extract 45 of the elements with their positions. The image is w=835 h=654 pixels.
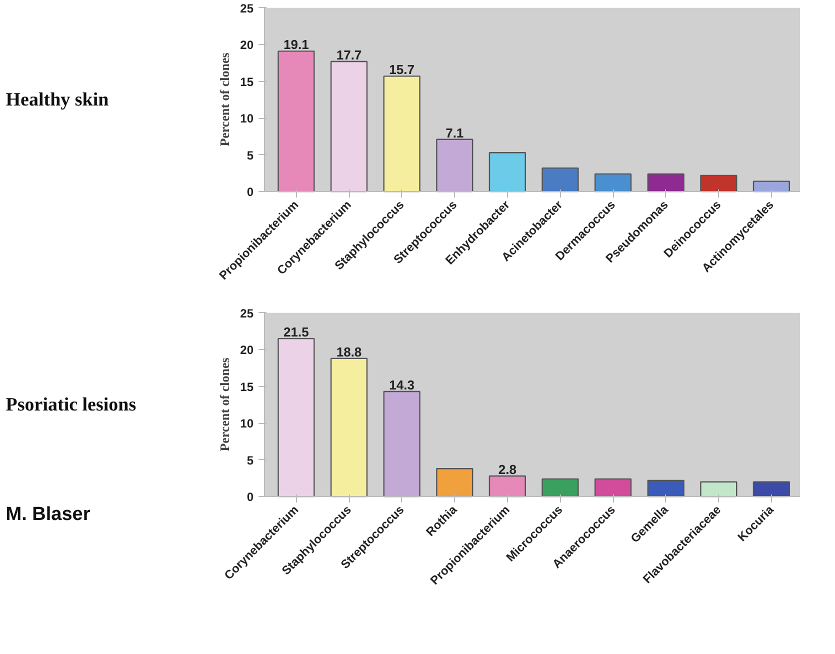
bar — [330, 358, 368, 498]
y-tick-label: 0 — [246, 185, 254, 200]
y-tick-label: 5 — [246, 148, 254, 162]
data-label: 15.7 — [389, 62, 414, 78]
y-tick-label: 20 — [240, 343, 254, 358]
data-label: 19.1 — [284, 37, 309, 52]
text: M. Blaser — [6, 504, 91, 525]
bar — [383, 390, 420, 498]
data-label: 2.8 — [498, 462, 516, 478]
y-tick-label: 25 — [240, 1, 254, 16]
bar — [436, 468, 474, 498]
bar — [278, 338, 315, 498]
bar — [488, 152, 526, 192]
bar — [542, 167, 579, 192]
y-tick-label: 10 — [240, 416, 254, 431]
y-tick-label: 5 — [246, 453, 254, 468]
bar — [594, 478, 632, 498]
y-tick-label: 15 — [240, 380, 254, 394]
data-label: 14.3 — [389, 377, 414, 392]
bar — [752, 481, 790, 498]
data-label: 7.1 — [446, 125, 464, 140]
bar — [436, 138, 474, 192]
bar — [278, 50, 315, 192]
data-label: 18.8 — [336, 344, 362, 360]
bar — [700, 174, 738, 192]
text: Psoriatic lesions — [6, 394, 136, 416]
bar — [700, 481, 738, 498]
bar — [383, 76, 420, 192]
y-tick-label: 15 — [240, 74, 254, 89]
y-tick-label: 0 — [246, 490, 254, 504]
bar — [330, 60, 368, 192]
y-tick-label: 10 — [240, 112, 254, 126]
data-label: 21.5 — [284, 324, 309, 340]
y-tick-label: 20 — [240, 38, 254, 52]
bar — [647, 173, 684, 192]
bar — [752, 180, 790, 192]
bar — [488, 475, 526, 498]
y-axis-title: Percent of clones — [217, 52, 232, 146]
bar — [647, 480, 684, 498]
text: Healthy skin — [6, 90, 110, 111]
bar — [542, 478, 579, 498]
y-axis-title: Percent of clones — [217, 358, 232, 452]
y-tick-label: 25 — [240, 306, 254, 320]
data-label: 17.7 — [336, 48, 362, 62]
bar — [594, 173, 632, 192]
